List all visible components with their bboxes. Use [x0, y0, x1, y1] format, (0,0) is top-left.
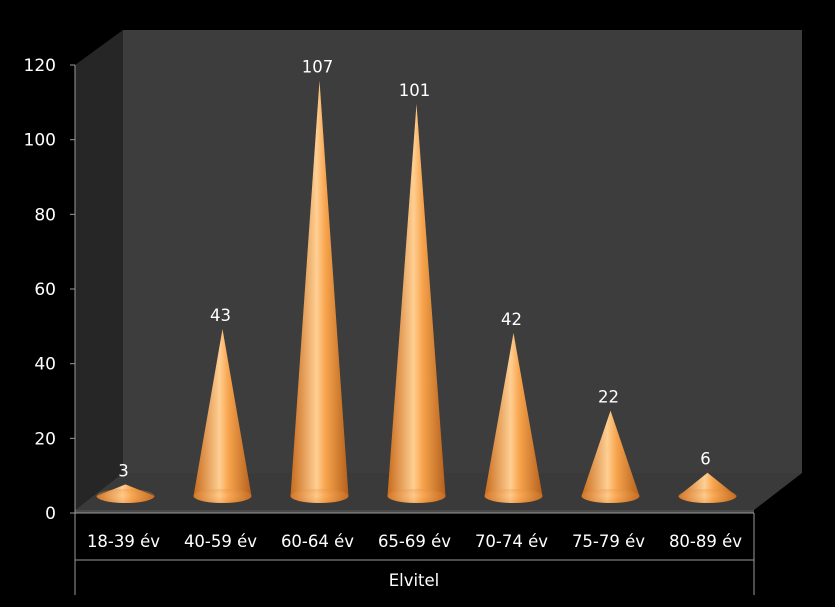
y-tick-label: 40: [34, 355, 56, 375]
cone-2: [290, 80, 349, 504]
back-wall: [123, 30, 802, 473]
cone-body: [387, 103, 446, 504]
y-axis-ticks: 0 20 40 60 80 100 120: [24, 56, 75, 524]
y-tick-label: 120: [24, 56, 56, 76]
cone-5: [581, 410, 640, 504]
x-category-label: 60-64 év: [281, 532, 354, 551]
cone-body: [193, 329, 252, 504]
side-wall: [75, 30, 123, 510]
data-label: 6: [700, 450, 711, 469]
data-label: 43: [210, 306, 231, 325]
cone-6: [678, 472, 737, 504]
data-label: 101: [399, 81, 431, 100]
cone-4: [484, 332, 543, 504]
y-tick-label: 0: [45, 504, 56, 524]
cone-series: [96, 80, 737, 504]
cone-body: [290, 80, 349, 504]
y-tick-label: 60: [34, 280, 56, 300]
x-axis-categories: 18-39 év 40-59 év 60-64 év 65-69 év 70-74 év…: [87, 532, 742, 551]
data-label: 3: [118, 461, 129, 480]
x-category-label: 70-74 év: [475, 532, 548, 551]
floor-front-edge: [75, 510, 754, 513]
cone-base: [193, 489, 252, 503]
cone-0: [96, 484, 155, 504]
x-category-label: 75-79 év: [572, 532, 645, 551]
data-label: 42: [501, 310, 522, 329]
cone-1: [193, 329, 252, 504]
x-category-label: 80-89 év: [669, 532, 742, 551]
category-group-label: Elvitel: [389, 571, 440, 590]
cone-3: [387, 103, 446, 504]
x-category-label: 40-59 év: [184, 532, 257, 551]
cone-body: [484, 332, 543, 504]
cone-base: [96, 489, 155, 503]
y-tick-label: 100: [24, 131, 56, 151]
cone-body: [581, 410, 640, 504]
y-tick-label: 80: [34, 205, 56, 225]
data-label: 107: [302, 57, 334, 76]
cone-base: [581, 489, 640, 503]
x-category-label: 18-39 év: [87, 532, 160, 551]
cone-base: [484, 489, 543, 503]
y-tick-label: 20: [34, 429, 56, 449]
x-category-label: 65-69 év: [378, 532, 451, 551]
data-labels: 3 43 107 101 42 22 6: [118, 57, 711, 480]
cone-base: [387, 489, 446, 503]
data-label: 22: [598, 388, 619, 407]
cone-base: [290, 489, 349, 503]
cone-base: [678, 489, 737, 503]
